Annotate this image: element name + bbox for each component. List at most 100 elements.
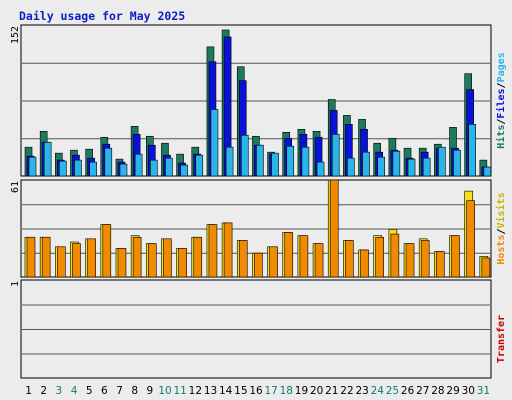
bar-hosts-day-8 <box>132 236 142 278</box>
bar-hosts-day-21 <box>329 179 339 278</box>
x-tick-label-day-25: 25 <box>386 385 399 397</box>
x-tick-label-day-31: 31 <box>477 385 490 397</box>
bar-hosts-day-6 <box>102 224 112 278</box>
x-tick-label-day-4: 4 <box>71 385 78 397</box>
chart-title: Daily usage for May 2025 <box>19 9 185 23</box>
side-label-separator: / <box>496 228 507 234</box>
side-label-separator: / <box>496 119 507 125</box>
bar-hosts-day-3 <box>57 246 66 278</box>
x-tick-label-day-21: 21 <box>325 385 338 397</box>
x-tick-label-day-8: 8 <box>131 385 138 397</box>
bar-pages-day-18 <box>286 145 295 177</box>
bar-hosts-day-22 <box>345 240 354 278</box>
x-tick-label-day-23: 23 <box>355 385 368 397</box>
x-tick-label-day-22: 22 <box>340 385 353 397</box>
bar-hosts-day-24 <box>375 236 385 278</box>
bar-pages-day-22 <box>347 157 355 177</box>
bar-pages-day-9 <box>149 159 158 177</box>
bar-hosts-day-16 <box>254 252 263 278</box>
bar-pages-day-8 <box>134 153 143 177</box>
bar-pages-day-7 <box>119 163 128 177</box>
bar-hosts-day-9 <box>147 243 157 278</box>
x-tick-label-day-11: 11 <box>174 385 187 397</box>
x-tick-label-day-1: 1 <box>25 385 32 397</box>
bar-hosts-day-7 <box>117 248 127 278</box>
bar-pages-day-14 <box>225 146 234 177</box>
side-label-transfer: Transfer <box>496 315 507 363</box>
x-tick-label-day-9: 9 <box>147 385 154 397</box>
bar-hosts-day-11 <box>178 248 187 278</box>
x-tick-label-day-16: 16 <box>249 385 263 397</box>
bar-pages-day-12 <box>195 154 204 177</box>
bar-hosts-day-14 <box>223 222 233 278</box>
bar-hosts-day-19 <box>299 235 309 278</box>
bar-pages-day-27 <box>422 157 431 177</box>
bar-hosts-day-20 <box>314 243 324 278</box>
bar-hosts-day-10 <box>163 238 172 278</box>
x-tick-label-day-20: 20 <box>310 385 323 397</box>
bar-hosts-day-27 <box>420 240 430 278</box>
bar-pages-day-11 <box>180 164 188 177</box>
max-label-transfer: 1 <box>10 281 21 287</box>
bar-pages-day-29 <box>453 149 461 177</box>
side-label-separator: / <box>496 82 507 88</box>
side-label-hits: Hits <box>495 125 507 149</box>
bar-hosts-day-4 <box>72 243 81 278</box>
bar-pages-day-13 <box>210 109 219 177</box>
x-tick-label-day-10: 10 <box>158 385 171 397</box>
x-tick-label-day-26: 26 <box>401 385 415 397</box>
bar-pages-day-21 <box>331 133 340 177</box>
bar-pages-day-30 <box>468 124 476 177</box>
bar-hosts-day-23 <box>360 249 369 278</box>
bar-pages-day-25 <box>392 150 401 177</box>
x-tick-label-day-30: 30 <box>462 385 475 397</box>
side-label-pages: Pages <box>496 52 507 82</box>
x-tick-label-day-13: 13 <box>204 385 217 397</box>
bar-pages-day-5 <box>89 161 97 177</box>
bar-pages-day-28 <box>438 146 446 177</box>
bar-hosts-day-5 <box>87 238 96 278</box>
bar-pages-day-23 <box>362 151 370 177</box>
bar-hosts-day-31 <box>481 257 491 278</box>
x-tick-label-day-5: 5 <box>86 385 93 397</box>
x-tick-label-day-17: 17 <box>264 385 277 397</box>
bar-hosts-day-25 <box>390 233 400 278</box>
side-label-hosts: Hosts <box>496 235 507 265</box>
bar-hosts-day-15 <box>238 240 248 278</box>
bar-hosts-day-13 <box>208 224 218 278</box>
x-tick-label-day-7: 7 <box>116 385 123 397</box>
side-label-transfer: Transfer <box>496 315 507 363</box>
bar-pages-day-31 <box>483 166 492 177</box>
side-label-visits: Hosts/Visits <box>495 192 507 264</box>
bar-hosts-day-12 <box>193 236 203 278</box>
side-label-traffic: Hits/Files/Pages <box>495 52 507 148</box>
x-tick-label-day-28: 28 <box>431 385 444 397</box>
x-tick-label-day-27: 27 <box>416 385 429 397</box>
bar-pages-day-19 <box>301 146 310 177</box>
bar-pages-day-26 <box>407 158 416 177</box>
bar-pages-day-10 <box>165 157 173 177</box>
x-tick-label-day-15: 15 <box>234 385 247 397</box>
bar-hosts-day-26 <box>405 243 415 278</box>
x-tick-label-day-19: 19 <box>295 385 308 397</box>
x-tick-label-day-24: 24 <box>371 385 385 397</box>
bar-pages-day-15 <box>240 134 249 177</box>
x-tick-label-day-2: 2 <box>40 385 47 397</box>
max-label-visits: 61 <box>10 181 21 193</box>
bar-hosts-day-28 <box>436 251 445 278</box>
bar-hosts-day-18 <box>284 232 294 278</box>
bar-pages-day-1 <box>28 156 37 177</box>
x-tick-label-day-29: 29 <box>446 385 459 397</box>
panel-frame-transfer <box>20 279 492 379</box>
bar-pages-day-2 <box>43 141 52 177</box>
x-tick-label-day-14: 14 <box>219 385 233 397</box>
x-tick-label-day-6: 6 <box>101 385 108 397</box>
side-label-files: Files <box>495 88 507 118</box>
side-label-visits: Visits <box>495 192 507 228</box>
bar-hosts-day-17 <box>269 246 278 278</box>
bar-hosts-day-1 <box>26 236 36 278</box>
bar-hosts-day-29 <box>451 235 460 278</box>
bar-pages-day-6 <box>104 147 113 177</box>
